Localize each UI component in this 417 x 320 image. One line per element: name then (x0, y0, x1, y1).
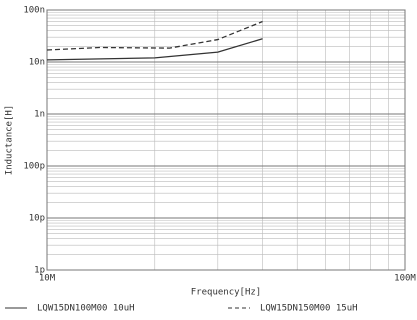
legend-label: LQW15DN150M00 15uH (260, 304, 358, 314)
x-tick-label: 10M (39, 274, 56, 284)
y-tick-label: 100p (23, 162, 45, 172)
line-series (46, 20, 263, 51)
x-tick-label: 100M (394, 274, 416, 284)
y-tick-label: 1p (34, 266, 45, 276)
y-tick-label: 100n (23, 6, 45, 16)
y-tick-label: 10p (29, 214, 45, 224)
y-tick-label: 10n (29, 58, 45, 68)
line-series (46, 38, 263, 61)
y-tick-label: 1n (34, 110, 45, 120)
legend-label: LQW15DN100M00 10uH (37, 304, 135, 314)
y-axis-label: Inductance[H] (5, 105, 15, 175)
x-axis-label: Frequency[Hz] (191, 288, 261, 298)
